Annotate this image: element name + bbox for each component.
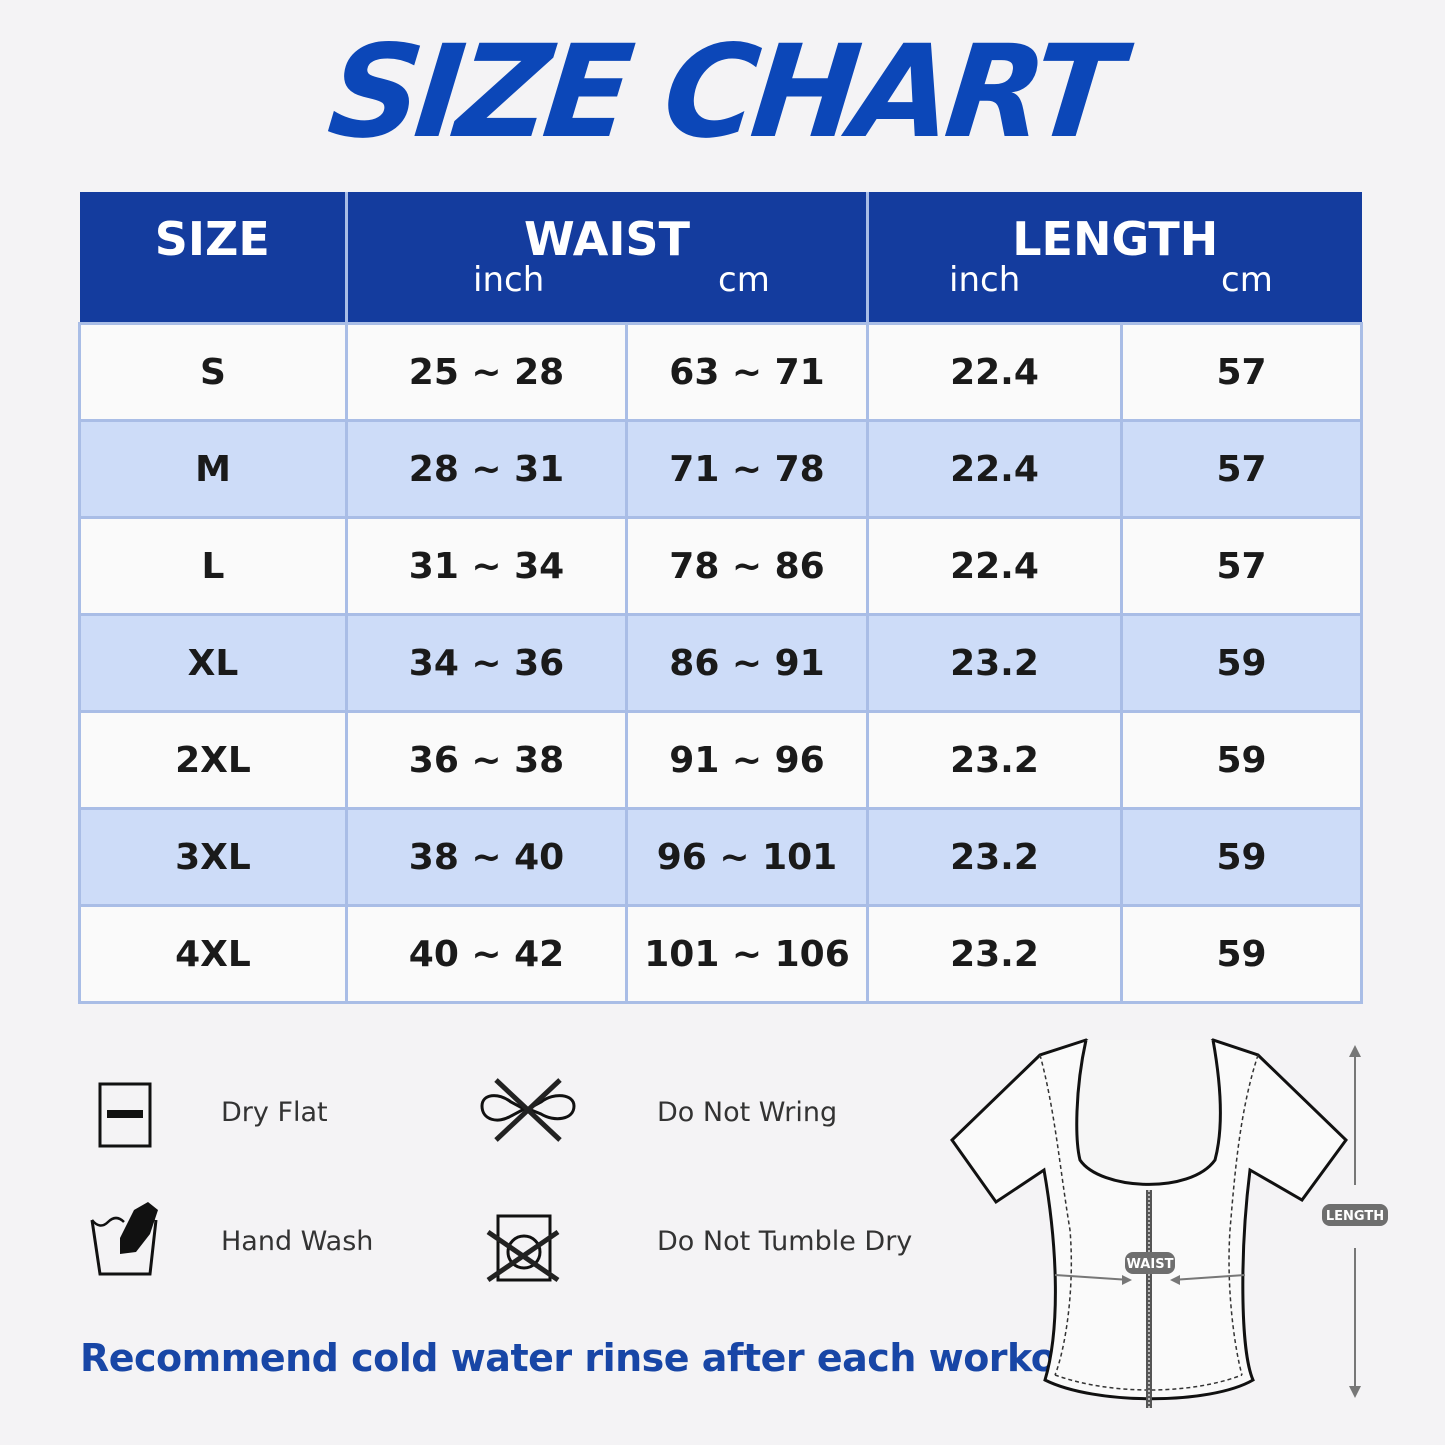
cell-waist-in: 31 ~ 34 [345, 516, 628, 616]
cell-length-cm: 59 [1120, 807, 1363, 907]
cell-length-in: 22.4 [866, 322, 1123, 422]
cell-size: 4XL [78, 904, 348, 1004]
cell-length-in: 22.4 [866, 516, 1123, 616]
waist-heading: WAIST [524, 212, 690, 266]
table-header: SIZE WAIST inch cm LENGTH inch cm [79, 192, 1362, 324]
shirt-diagram: WAIST LENGTH [950, 1038, 1388, 1408]
cell-waist-in: 36 ~ 38 [345, 710, 628, 810]
size-table: SIZE WAIST inch cm LENGTH inch cm S 25 ~ … [78, 192, 1363, 1004]
cell-size: S [78, 322, 348, 422]
cell-waist-cm: 78 ~ 86 [625, 516, 869, 616]
do-not-tumble-dry-icon [486, 1214, 560, 1283]
table-row: 2XL 36 ~ 38 91 ~ 96 23.2 59 [78, 710, 1363, 810]
header-length: LENGTH inch cm [866, 192, 1362, 324]
cell-waist-in: 38 ~ 40 [345, 807, 628, 907]
cell-length-cm: 59 [1120, 613, 1363, 713]
cell-size: L [78, 516, 348, 616]
table-row: S 25 ~ 28 63 ~ 71 22.4 57 [78, 322, 1363, 422]
hand-wash-icon [90, 1202, 158, 1276]
care-note: Recommend cold water rinse after each wo… [80, 1336, 1115, 1380]
length-cm-label: cm [1221, 260, 1273, 300]
length-heading: LENGTH [1012, 212, 1219, 266]
cell-waist-cm: 91 ~ 96 [625, 710, 869, 810]
cell-waist-cm: 86 ~ 91 [625, 613, 869, 713]
cell-waist-cm: 101 ~ 106 [625, 904, 869, 1004]
cell-waist-in: 25 ~ 28 [345, 322, 628, 422]
cell-size: XL [78, 613, 348, 713]
cell-length-in: 23.2 [866, 904, 1123, 1004]
cell-waist-in: 28 ~ 31 [345, 419, 628, 519]
page-title: SIZE CHART [322, 18, 1123, 167]
table-row: XL 34 ~ 36 86 ~ 91 23.2 59 [78, 613, 1363, 713]
cell-waist-in: 34 ~ 36 [345, 613, 628, 713]
cell-size: 2XL [78, 710, 348, 810]
table-row: 4XL 40 ~ 42 101 ~ 106 23.2 59 [78, 904, 1363, 1004]
table-row: 3XL 38 ~ 40 96 ~ 101 23.2 59 [78, 807, 1363, 907]
cell-length-cm: 57 [1120, 516, 1363, 616]
cell-waist-cm: 71 ~ 78 [625, 419, 869, 519]
table-row: M 28 ~ 31 71 ~ 78 22.4 57 [78, 419, 1363, 519]
waist-inch-label: inch [473, 260, 545, 300]
cell-length-in: 23.2 [866, 613, 1123, 713]
cell-length-cm: 57 [1120, 322, 1363, 422]
care-label: Hand Wash [221, 1226, 374, 1257]
cell-waist-cm: 96 ~ 101 [625, 807, 869, 907]
header-waist: WAIST inch cm [345, 192, 868, 324]
cell-length-cm: 57 [1120, 419, 1363, 519]
waist-cm-label: cm [718, 260, 770, 300]
length-inch-label: inch [949, 260, 1021, 300]
care-label: Do Not Tumble Dry [657, 1226, 913, 1257]
cell-length-in: 23.2 [866, 807, 1123, 907]
cell-length-cm: 59 [1120, 904, 1363, 1004]
cell-waist-in: 40 ~ 42 [345, 904, 628, 1004]
cell-size: M [78, 419, 348, 519]
care-label: Do Not Wring [657, 1097, 838, 1128]
cell-waist-cm: 63 ~ 71 [625, 322, 869, 422]
cell-length-in: 22.4 [866, 419, 1123, 519]
dry-flat-icon [98, 1082, 152, 1148]
cell-length-cm: 59 [1120, 710, 1363, 810]
care-label: Dry Flat [221, 1097, 328, 1128]
do-not-wring-icon [480, 1078, 576, 1142]
cell-size: 3XL [78, 807, 348, 907]
table-row: L 31 ~ 34 78 ~ 86 22.4 57 [78, 516, 1363, 616]
cell-length-in: 23.2 [866, 710, 1123, 810]
header-size: SIZE [79, 192, 347, 324]
waist-label: WAIST [1127, 1257, 1174, 1272]
length-label: LENGTH [1326, 1209, 1384, 1224]
